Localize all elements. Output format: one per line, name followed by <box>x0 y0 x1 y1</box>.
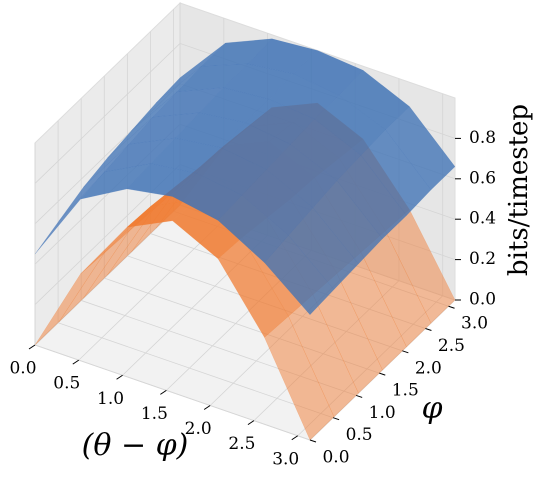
y-tick <box>309 439 317 443</box>
y-tick-label: 2.5 <box>438 336 465 356</box>
y-tick <box>379 372 386 376</box>
surface-patch <box>288 207 359 290</box>
x-tick-label: 2.0 <box>185 419 212 439</box>
y-tick-label: 0.0 <box>322 448 349 468</box>
z-axis-label: bits/timestep <box>504 104 534 276</box>
x-tick-label: 1.0 <box>97 389 124 409</box>
surface-patch <box>217 237 289 338</box>
x-tick <box>160 389 167 395</box>
x-tick <box>116 374 123 380</box>
surface-patch <box>360 129 432 216</box>
x-tick-label: 3.0 <box>272 449 299 469</box>
y-tick-label: 2.0 <box>415 358 442 378</box>
x-tick-label: 2.5 <box>228 434 255 454</box>
surface-patch <box>264 315 335 441</box>
x-tick-label: 0.5 <box>53 374 80 394</box>
z-tick-label: 0.6 <box>469 168 496 188</box>
y-tick-label: 0.5 <box>346 425 373 445</box>
plot-area: 0.00.51.01.52.02.53.0 0.00.51.01.52.02.53… <box>9 1 496 469</box>
x-tick <box>203 405 211 410</box>
x-axis-label: (θ − φ) <box>82 428 189 463</box>
y-tick <box>425 328 432 332</box>
x-tick-label: 0.0 <box>9 359 36 379</box>
y-axis-label: φ <box>421 391 442 426</box>
y-tick <box>402 350 409 354</box>
z-tick-label: 0.2 <box>469 249 496 269</box>
x-tick <box>291 435 299 441</box>
z-tick-label: 0.0 <box>469 290 496 310</box>
surface-patch <box>264 235 335 316</box>
x-tick <box>247 420 255 426</box>
x-tick <box>28 344 36 350</box>
x-tick <box>72 359 80 365</box>
y-tick <box>448 305 455 309</box>
y-tick-label: 1.5 <box>392 381 419 401</box>
z-tick-label: 0.8 <box>469 128 496 148</box>
z-tick-label: 0.4 <box>469 209 496 229</box>
y-tick <box>332 417 340 421</box>
x-tick-label: 1.5 <box>141 404 168 424</box>
y-tick <box>356 394 363 398</box>
y-tick-label: 1.0 <box>369 403 396 423</box>
y-tick-label: 3.0 <box>461 314 488 334</box>
